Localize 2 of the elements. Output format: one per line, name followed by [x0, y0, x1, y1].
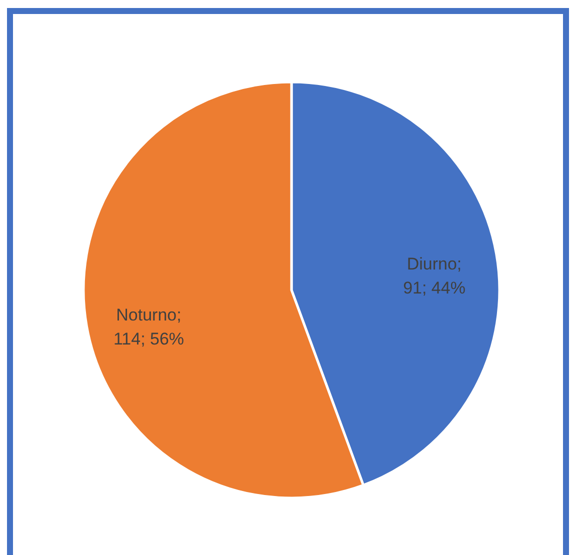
slice-label: Diurno; 91; 44% — [403, 254, 466, 298]
slice-label: Noturno; 114; 56% — [113, 305, 184, 348]
